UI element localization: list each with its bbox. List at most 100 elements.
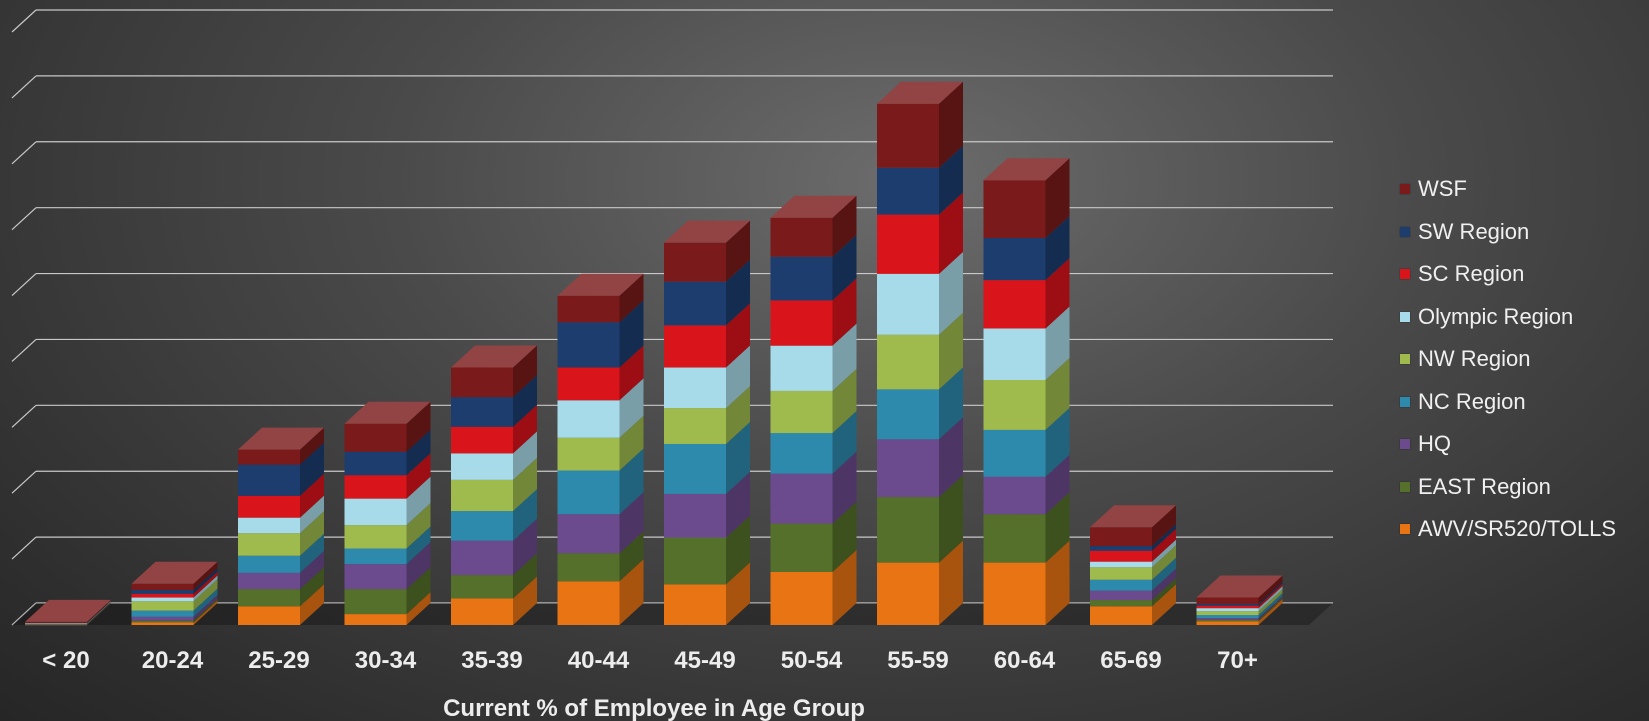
x-tick-label: 35-39 xyxy=(461,647,522,674)
bar-stack-4044 xyxy=(557,273,644,625)
legend-item: EAST Region xyxy=(1400,466,1648,509)
bar-side xyxy=(832,368,857,434)
bar-side xyxy=(406,542,431,590)
bar-side xyxy=(87,602,111,625)
bar-segment xyxy=(664,471,750,538)
bar-segment xyxy=(1090,539,1176,568)
bar-front xyxy=(664,281,726,326)
bar-segment xyxy=(131,579,218,611)
bar-front xyxy=(877,334,939,390)
bar-front xyxy=(238,495,300,518)
bar-front xyxy=(983,379,1046,430)
bar-front xyxy=(557,322,620,368)
bar-front xyxy=(238,533,300,556)
bar-side xyxy=(832,323,857,391)
bar-side xyxy=(726,471,750,538)
bar-segment xyxy=(131,575,218,602)
bar-side xyxy=(939,145,963,215)
legend-swatch xyxy=(1400,524,1410,535)
bar-front xyxy=(131,583,194,591)
bar-segment xyxy=(451,518,537,576)
bar-side xyxy=(300,495,324,534)
x-axis-ticks: < 20 20-24 25-29 30-34 35-39 40-44 45-49 50-54 5… xyxy=(42,647,1258,674)
bar-front xyxy=(557,581,620,625)
bar-front xyxy=(25,624,87,625)
bar-front xyxy=(344,475,407,499)
bar-front xyxy=(238,464,300,496)
bar-stack-70+ xyxy=(1196,575,1283,625)
legend-item: AWV/SR520/TOLLS xyxy=(1400,508,1648,551)
bar-side xyxy=(726,220,750,282)
bar-side xyxy=(619,300,644,368)
bar-segment xyxy=(664,303,750,368)
bar-side xyxy=(726,386,750,444)
bar-front xyxy=(25,623,87,624)
bar-side xyxy=(1152,528,1176,562)
bar-segment xyxy=(770,411,857,474)
bar-segment xyxy=(877,192,963,274)
bar-side xyxy=(193,588,218,617)
bar-side xyxy=(87,600,111,624)
bar-segment xyxy=(983,258,1070,329)
bar-top xyxy=(983,158,1070,181)
bar-front xyxy=(25,624,87,626)
bar-side xyxy=(513,576,537,625)
bar-segment xyxy=(1196,599,1283,625)
bar-segment xyxy=(983,454,1070,515)
bar-side xyxy=(1152,578,1176,607)
x-tick-label: 40-44 xyxy=(568,647,630,674)
bar-segment xyxy=(344,401,431,452)
bar-segment xyxy=(451,553,537,599)
bar-segment xyxy=(25,601,111,624)
bar-front xyxy=(344,525,407,549)
bar-top xyxy=(664,220,750,243)
bar-segment xyxy=(664,562,750,625)
bar-stack-6569 xyxy=(1090,505,1176,625)
bar-segment xyxy=(344,476,431,526)
bar-front xyxy=(983,328,1046,380)
bar-front xyxy=(25,623,87,624)
bar-front xyxy=(557,295,620,323)
bar-top xyxy=(1090,505,1176,528)
bar-top xyxy=(25,599,111,622)
bar-front xyxy=(451,426,513,454)
legend-swatch xyxy=(1400,184,1410,195)
bar-front xyxy=(451,511,513,541)
bar-side xyxy=(300,533,324,573)
bar-front xyxy=(238,572,300,590)
bar-side xyxy=(193,598,218,623)
bar-segment xyxy=(877,312,963,390)
x-tick-label: 65-69 xyxy=(1100,647,1161,674)
bar-segment xyxy=(344,526,431,565)
bar-front xyxy=(451,397,513,427)
bar-segment xyxy=(664,515,750,585)
bar-front xyxy=(877,389,939,440)
bar-front xyxy=(1196,611,1259,616)
bar-side xyxy=(619,559,644,625)
bar-side xyxy=(193,568,218,594)
bar-segment xyxy=(1196,596,1283,620)
bar-segment xyxy=(1196,583,1283,609)
bar-segment xyxy=(25,600,111,624)
bar-side xyxy=(1045,407,1070,477)
bar-side xyxy=(1045,454,1070,515)
x-tick-label: < 20 xyxy=(42,647,89,674)
bar-segment xyxy=(557,273,644,323)
bar-segment xyxy=(1090,524,1176,551)
bar-side xyxy=(619,378,644,438)
legend-swatch xyxy=(1400,311,1410,322)
bar-side xyxy=(939,251,963,335)
bar-side xyxy=(300,584,324,625)
x-tick-label: 60-64 xyxy=(994,647,1056,674)
bar-side xyxy=(406,567,431,615)
bar-front xyxy=(983,180,1046,238)
bar-segment xyxy=(25,601,111,625)
bar-side xyxy=(726,515,750,585)
bar-front xyxy=(1090,606,1152,625)
bar-side xyxy=(1258,596,1283,620)
bar-segment xyxy=(1196,589,1283,616)
bar-front xyxy=(25,622,87,624)
bar-side xyxy=(1258,597,1283,622)
bar-segment xyxy=(451,345,537,398)
bar-side xyxy=(619,415,644,471)
